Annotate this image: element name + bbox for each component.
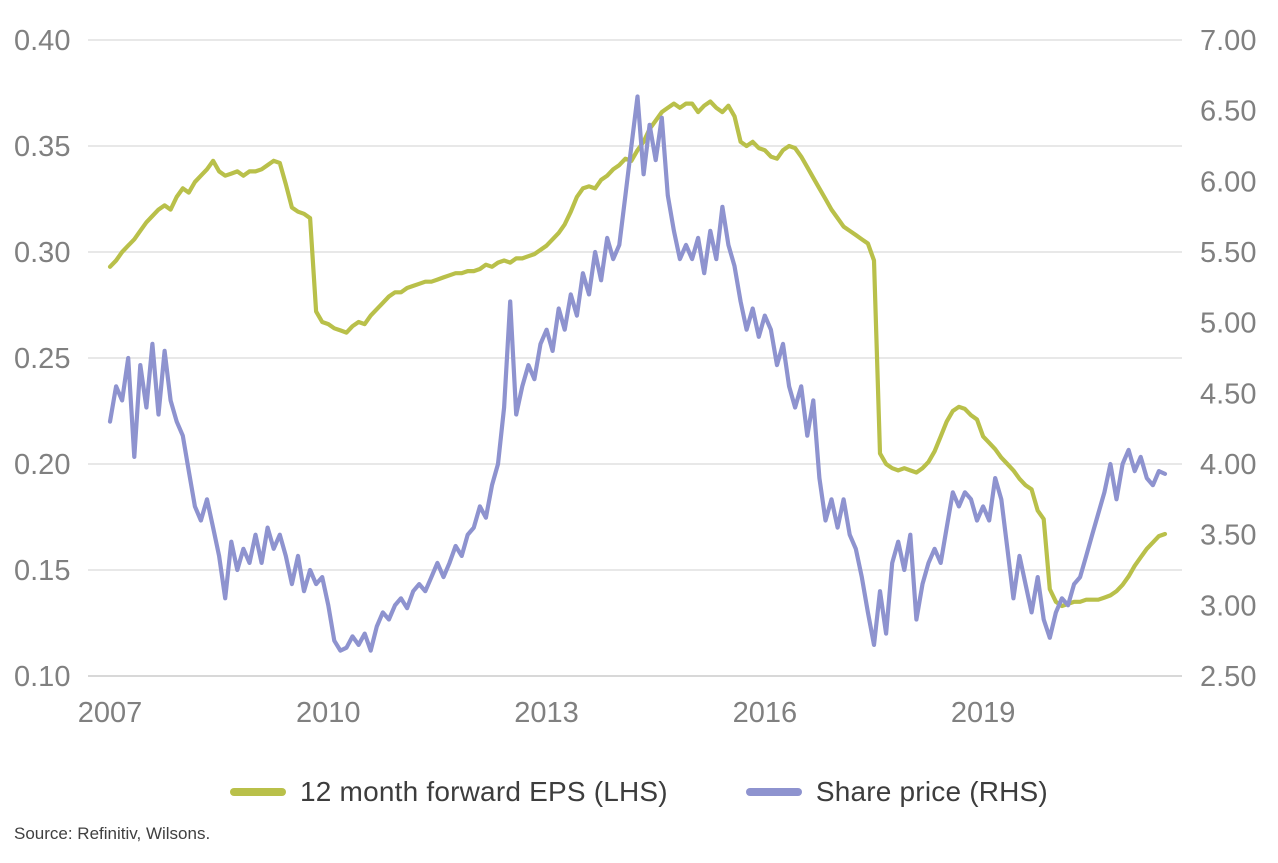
x-axis-label: 2019 — [951, 697, 1016, 729]
share-price-line — [107, 94, 1168, 653]
source-note: Source: Refinitiv, Wilsons. — [14, 824, 211, 843]
share-price-legend-swatch — [745, 788, 802, 796]
y-axis-label-right: 6.00 — [1200, 166, 1256, 198]
x-axis-label: 2013 — [514, 697, 579, 729]
y-axis-label-right: 3.00 — [1200, 590, 1256, 622]
eps-legend-label: 12 month forward EPS (LHS) — [300, 776, 668, 807]
x-axis-label: 2010 — [296, 697, 361, 729]
y-axis-label-left: 0.20 — [14, 449, 70, 481]
dual-axis-line-chart: 0.40 0.35 0.30 0.25 0.20 0.15 0.10 7.00 6.50 6.00… — [14, 25, 1256, 729]
share-price-legend-label: Share price (RHS) — [815, 776, 1048, 807]
y-axis-label-left: 0.25 — [14, 343, 70, 375]
eps-legend-swatch — [230, 788, 287, 796]
y-axis-label-left: 0.35 — [14, 131, 70, 163]
y-axis-label-left: 0.30 — [14, 237, 70, 269]
legend: 12 month forward EPS (LHS) Share price (… — [0, 776, 1278, 808]
y-axis-label-right: 3.50 — [1200, 520, 1256, 552]
y-axis-label-right: 5.50 — [1200, 237, 1256, 269]
eps-line — [107, 99, 1168, 609]
y-axis-label-right: 6.50 — [1200, 96, 1256, 128]
y-axis-label-right: 4.00 — [1200, 449, 1256, 481]
y-axis-label-right: 2.50 — [1200, 661, 1256, 693]
y-axis-label-left: 0.10 — [14, 661, 70, 693]
y-axis-label-right: 4.50 — [1200, 378, 1256, 410]
y-axis-label-right: 5.00 — [1200, 308, 1256, 340]
legend-item-share-price: Share price (RHS) — [745, 776, 1048, 808]
y-axis-label-left: 0.40 — [14, 25, 70, 57]
y-axis-label-right: 7.00 — [1200, 25, 1256, 57]
x-axis-label: 2007 — [78, 697, 143, 729]
y-axis-label-left: 0.15 — [14, 555, 70, 587]
legend-item-eps: 12 month forward EPS (LHS) — [230, 776, 668, 808]
x-axis-label: 2016 — [733, 697, 798, 729]
